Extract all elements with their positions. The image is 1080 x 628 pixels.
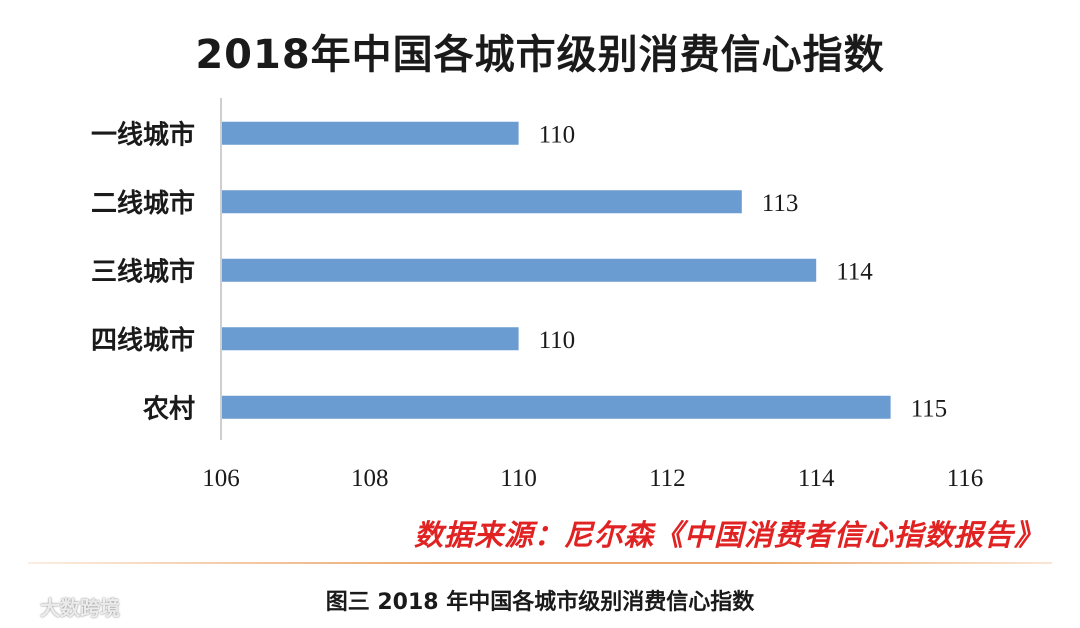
category-label: 四线城市: [91, 325, 195, 356]
figure-caption: 图三 2018 年中国各城市级别消费信心指数: [325, 590, 755, 615]
category-label: 二线城市: [91, 188, 195, 219]
bar: [222, 190, 742, 214]
bar: [222, 395, 891, 419]
bar: [222, 258, 817, 282]
bar: [222, 327, 519, 351]
wechat-logo-icon: [9, 596, 34, 616]
category-label: 农村: [142, 394, 195, 424]
x-tick-label: 110: [500, 465, 537, 492]
x-tick-label: 112: [649, 465, 686, 492]
watermark-text: 大数跨境: [40, 596, 120, 620]
data-source-note: 数据来源：尼尔森《中国消费者信心指数报告》: [413, 518, 1044, 552]
category-label: 一线城市: [91, 119, 195, 150]
category-label: 三线城市: [91, 256, 195, 287]
data-label: 114: [836, 258, 873, 285]
data-label: 110: [539, 121, 576, 148]
x-tick-label: 114: [798, 465, 835, 492]
watermark: 大数跨境: [8, 592, 120, 621]
x-tick-label: 116: [947, 465, 984, 492]
divider: [28, 562, 1052, 564]
x-tick-label: 108: [351, 465, 389, 492]
data-label: 110: [539, 327, 576, 354]
chart-title: 2018年中国各城市级别消费信心指数: [195, 32, 885, 78]
data-label: 113: [762, 190, 799, 217]
x-tick-label: 106: [202, 465, 240, 492]
data-label: 115: [911, 395, 948, 422]
bar: [222, 121, 519, 145]
